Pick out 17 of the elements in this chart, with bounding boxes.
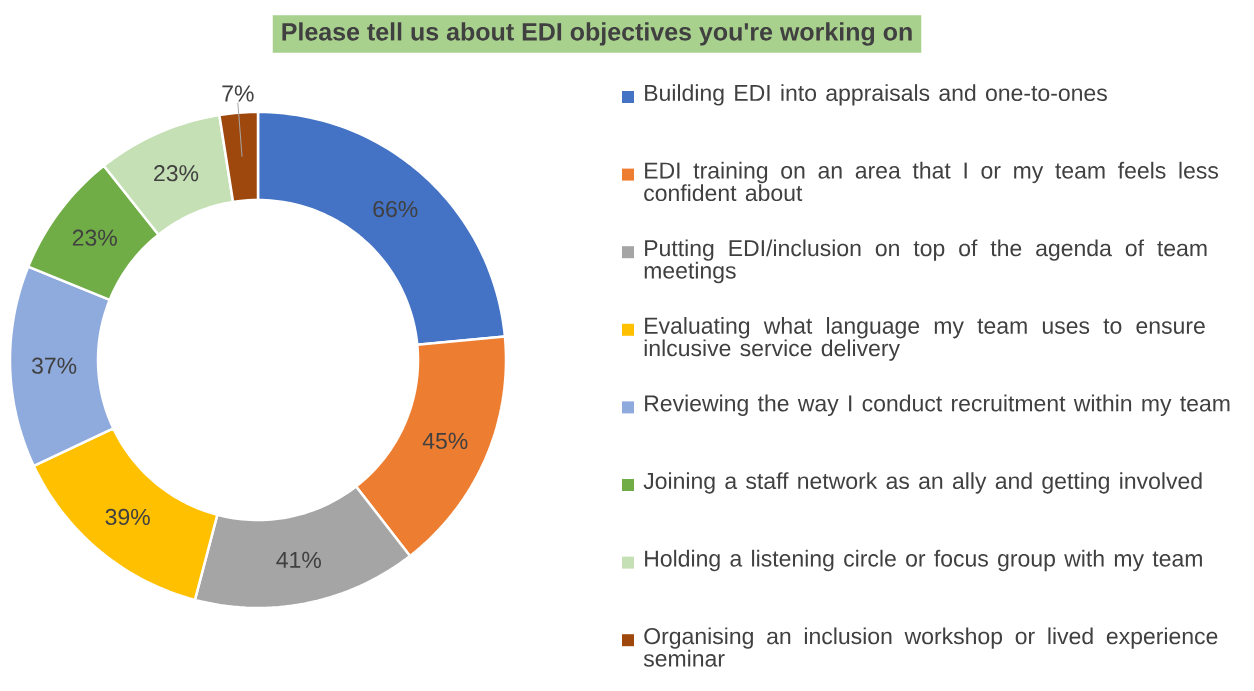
data-label: 23% bbox=[72, 229, 117, 246]
chart-title: Please tell us about EDI objectives you're working on bbox=[282, 22, 912, 46]
data-label: 66% bbox=[373, 200, 418, 218]
data-label: 41% bbox=[276, 551, 321, 568]
data-label: 39% bbox=[105, 508, 150, 526]
legend-label: Evaluating what language my team uses to ensure inlcusive service delivery bbox=[644, 316, 1205, 361]
legend-label: Joining a staff network as an ally and getting involved bbox=[643, 472, 1202, 494]
data-label: 45% bbox=[422, 432, 468, 450]
legend-label: EDI training on an area that I or my team feels less confident about bbox=[644, 161, 1219, 202]
legend-label: Putting EDI/inclusion on top of the agenda of team meetings bbox=[644, 239, 1207, 284]
data-label: 7% bbox=[222, 85, 254, 102]
legend-label: Organising an inclusion workshop or lived experience seminar bbox=[643, 627, 1218, 667]
data-label: 37% bbox=[31, 357, 77, 374]
legend-label: Reviewing the way I conduct recruitment within my team bbox=[645, 394, 1230, 417]
legend-label: Building EDI into appraisals and one-to-ones bbox=[645, 84, 1107, 106]
data-label: 23% bbox=[154, 165, 199, 182]
legend-label: Holding a listening circle or focus group with my team bbox=[645, 549, 1202, 572]
